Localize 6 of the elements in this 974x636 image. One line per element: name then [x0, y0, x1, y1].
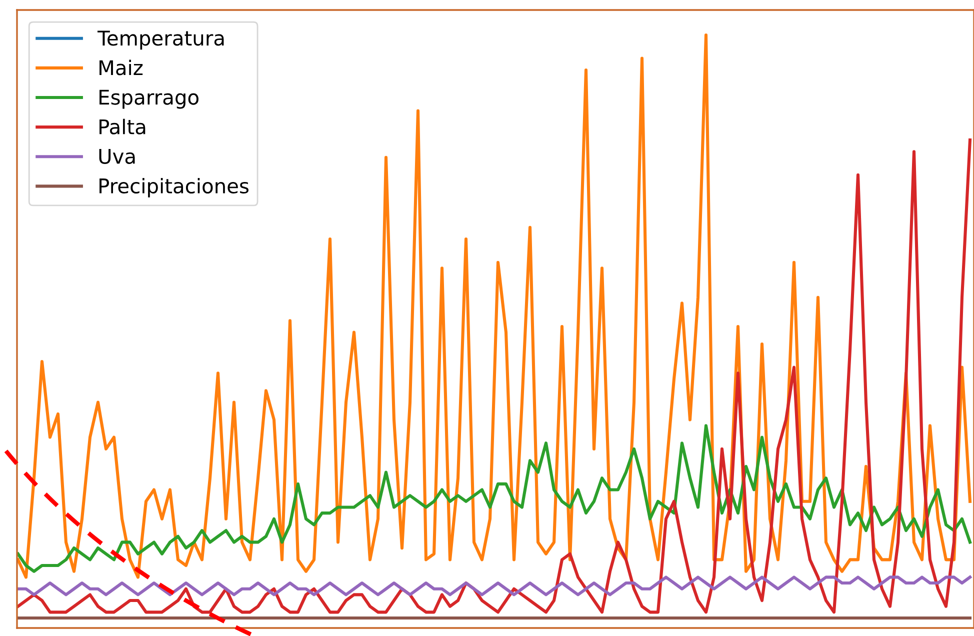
legend-label: Precipitaciones — [100, 178, 248, 198]
legend-label: Esparrago — [100, 90, 198, 109]
legend-label: Maiz — [100, 60, 143, 76]
legend-label: Temperatura — [97, 30, 224, 50]
legend-label: Palta — [100, 118, 146, 134]
legend-label: Uva — [99, 149, 135, 164]
